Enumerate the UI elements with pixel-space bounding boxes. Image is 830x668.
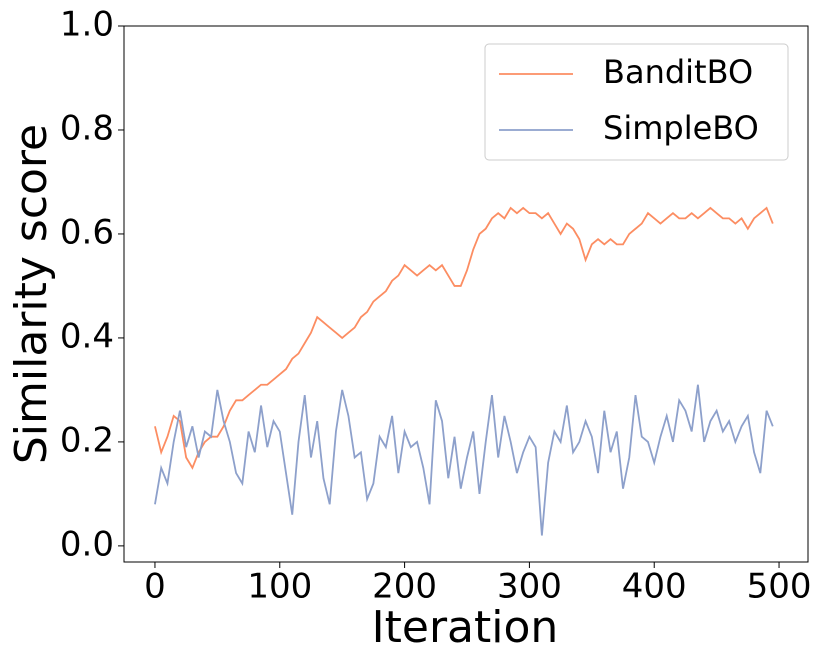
line [154,206,774,470]
y-tick-label: 0.0 [60,524,114,564]
x-tick-label: 300 [497,567,562,607]
y-tick-label: 0.4 [60,316,114,356]
line [154,384,774,536]
plot-frame [123,25,809,563]
y-axis-label: Similarity score [6,124,57,464]
x-tick-label: 500 [747,567,812,607]
legend-label: SimpleBO [603,109,759,147]
legend-label: BanditBO [603,53,753,91]
x-tick-label: 0 [144,567,166,607]
y-tick-label: 1.0 [60,5,114,45]
x-tick-label: 400 [622,567,687,607]
y-tick-label: 0.8 [60,108,114,148]
legend-box [484,43,789,161]
x-tick-label: 100 [247,567,312,607]
x-axis-label: Iteration [372,602,559,653]
y-tick-label: 0.6 [60,212,114,252]
x-tick-label: 200 [372,567,437,607]
y-tick-label: 0.2 [60,420,114,460]
